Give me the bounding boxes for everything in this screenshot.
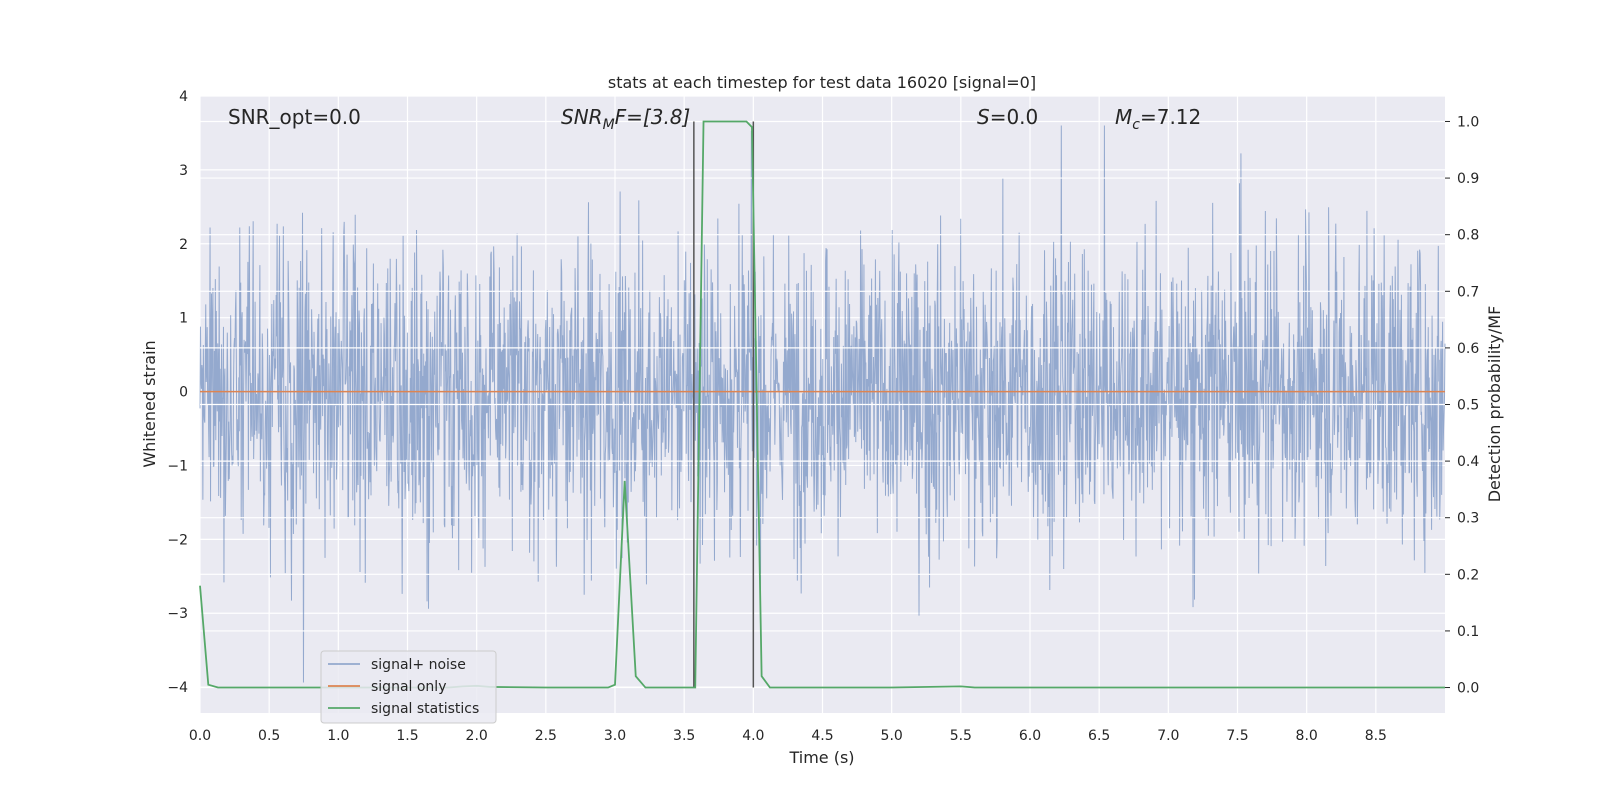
x-tick-label: 8.0 (1296, 728, 1318, 744)
y-right-tick-label: 0.0 (1457, 681, 1479, 697)
y-right-tick-label: 0.5 (1457, 398, 1479, 414)
x-tick-label: 3.5 (673, 728, 695, 744)
y-axis-label-left: Whitened strain (140, 340, 159, 467)
y-left-tick-label: 2 (179, 237, 188, 253)
x-tick-label: 1.5 (396, 728, 418, 744)
annotation-snr-mf-rest: F=[3.8] (615, 105, 691, 129)
legend: signal+ noise signal only signal statist… (320, 650, 497, 724)
annotation-s-main: S (977, 105, 990, 129)
y-left-tick-label: −4 (167, 680, 188, 696)
y-left-tick-label: −3 (167, 606, 188, 622)
legend-box (320, 650, 497, 724)
annotation-snr-mf-sub: M (603, 117, 615, 133)
legend-label-signal-statistics: signal statistics (371, 701, 479, 717)
x-tick-label: 4.5 (811, 728, 833, 744)
y-left-tick-label: 3 (179, 163, 188, 179)
annotation-snr-mf: SNRMF=[3.8] (561, 105, 690, 133)
x-tick-label: 5.0 (881, 728, 903, 744)
y-right-tick-label: 0.8 (1457, 228, 1479, 244)
y-left-tick-label: 4 (179, 89, 188, 105)
y-right-tick-label: 0.2 (1457, 567, 1479, 583)
y-left-tick-label: 1 (179, 311, 188, 327)
x-tick-label: 1.0 (327, 728, 349, 744)
x-tick-label: 7.5 (1226, 728, 1248, 744)
x-tick-label: 6.5 (1088, 728, 1110, 744)
y-right-tick-label: 1.0 (1457, 114, 1479, 130)
annotation-mc-sub: c (1132, 117, 1140, 133)
y-left-tick-label: 0 (179, 385, 188, 401)
y-right-tick-label: 0.3 (1457, 511, 1479, 527)
ticks: 0.0 0.5 1.0 1.5 2.0 2.5 3.0 3.5 4.0 4.5 5.0 5.5 6.0 6… (167, 89, 1479, 744)
y-left-tick-label: −2 (167, 532, 188, 548)
annotation-mc-main: M (1115, 105, 1132, 129)
legend-label-signal-only: signal only (371, 679, 446, 695)
y-right-tick-label: 0.7 (1457, 284, 1479, 300)
x-tick-label: 2.0 (466, 728, 488, 744)
x-tick-label: 2.5 (535, 728, 557, 744)
annotation-mc-rest: =7.12 (1140, 105, 1201, 129)
y-right-tick-label: 0.4 (1457, 454, 1479, 470)
x-tick-label: 8.5 (1365, 728, 1387, 744)
x-tick-label: 4.0 (742, 728, 764, 744)
x-tick-label: 5.5 (950, 728, 972, 744)
annotation-s-rest: =0.0 (990, 105, 1039, 129)
annotation-snr-opt: SNR_opt=0.0 (228, 105, 361, 129)
annotation-snr-mf-main: SNR (561, 105, 603, 129)
y-right-tick-label: 0.6 (1457, 341, 1479, 357)
signal-noise-trace (199, 125, 1446, 683)
x-tick-label: 7.0 (1157, 728, 1179, 744)
y-right-tick-label: 0.1 (1457, 624, 1479, 640)
x-tick-label: 3.0 (604, 728, 626, 744)
y-left-tick-label: −1 (167, 458, 188, 474)
legend-label-signal-noise: signal+ noise (371, 657, 466, 673)
annotation-s: S=0.0 (977, 105, 1038, 129)
x-axis-label: Time (s) (788, 748, 854, 767)
annotation-mc: Mc=7.12 (1115, 105, 1201, 133)
y-right-tick-label: 0.9 (1457, 171, 1479, 187)
chart-title: stats at each timestep for test data 160… (608, 73, 1036, 92)
x-tick-label: 6.0 (1019, 728, 1041, 744)
x-tick-label: 0.0 (189, 728, 211, 744)
x-tick-label: 0.5 (258, 728, 280, 744)
y-axis-label-right: Detection probability/MF (1485, 306, 1504, 503)
